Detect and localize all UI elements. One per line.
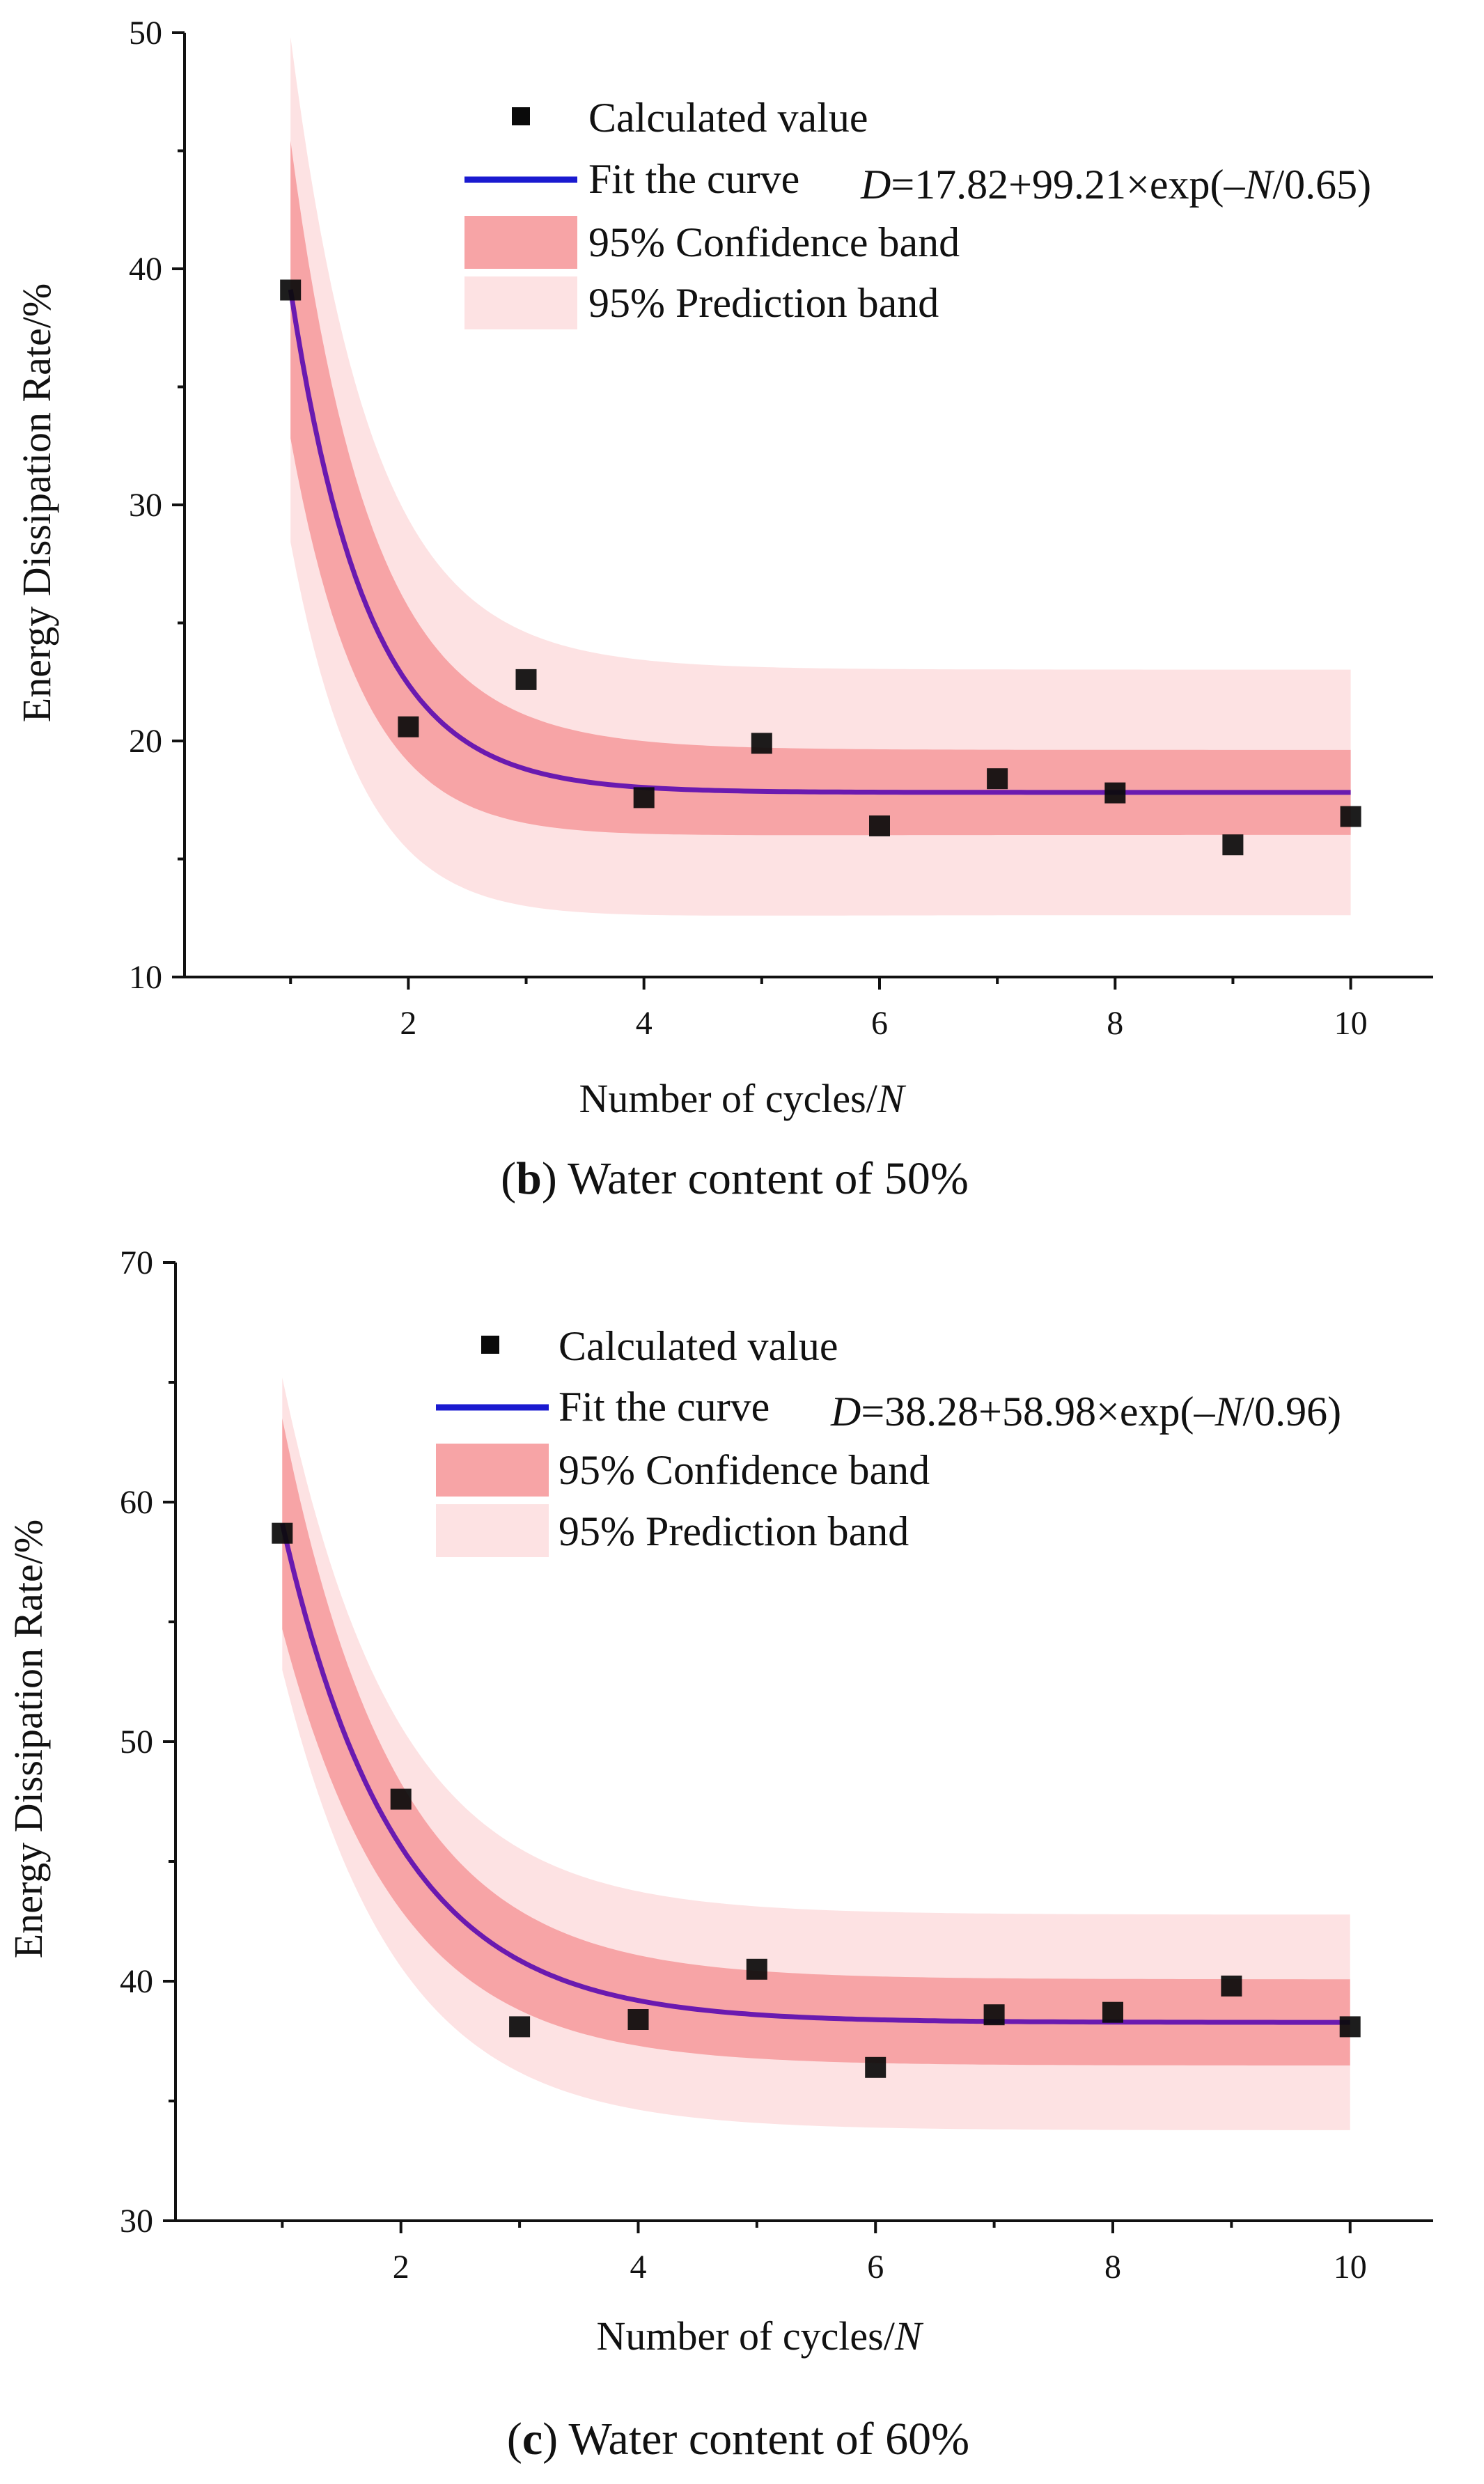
data-point-c-8 bbox=[1102, 2001, 1123, 2023]
legend-c-calculated-label: Calculated value bbox=[559, 1323, 838, 1369]
chart-c-legend: Calculated value Fit the curve D=38.28+5… bbox=[436, 1323, 1341, 1557]
legend-b-fit-label: Fit the curve bbox=[588, 156, 799, 202]
data-point-b-9 bbox=[1222, 834, 1244, 856]
x-tick-label-c-2: 2 bbox=[393, 2249, 409, 2286]
data-point-b-4 bbox=[633, 787, 655, 809]
y-tick-label-c-30: 30 bbox=[120, 2203, 153, 2240]
legend-b-fit-equation: D=17.82+99.21×exp(–N/0.65) bbox=[860, 162, 1371, 208]
figure-panel-b: 10 20 30 40 50 2 4 6 8 10 Energy Dissipation Rate… bbox=[14, 15, 1433, 1204]
y-tick-label-b-30: 30 bbox=[129, 487, 162, 524]
legend-c-confidence-swatch bbox=[436, 1444, 549, 1497]
legend-c-fit-label: Fit the curve bbox=[559, 1384, 770, 1430]
legend-c-prediction-label: 95% Prediction band bbox=[559, 1508, 909, 1554]
legend-b-confidence-label: 95% Confidence band bbox=[588, 219, 960, 265]
y-tick-label-b-20: 20 bbox=[129, 723, 162, 760]
x-tick-label-b-10: 10 bbox=[1334, 1005, 1368, 1042]
fit-curve-b bbox=[288, 289, 1351, 795]
y-tick-label-c-40: 40 bbox=[120, 1963, 153, 2000]
confidence-band-c bbox=[282, 1418, 1350, 2065]
y-tick-label-c-70: 70 bbox=[120, 1244, 153, 1281]
figure-panel-c: 30 40 50 60 70 2 4 6 8 10 Energy Dissipation Rate… bbox=[0, 1242, 1484, 2484]
y-tick-label-b-50: 50 bbox=[129, 15, 162, 52]
x-tick-label-b-6: 6 bbox=[871, 1005, 888, 1042]
legend-c-prediction-swatch bbox=[436, 1504, 549, 1557]
x-tick-label-b-4: 4 bbox=[636, 1005, 653, 1042]
x-tick-label-c-8: 8 bbox=[1104, 2249, 1121, 2286]
data-point-b-7 bbox=[987, 768, 1008, 790]
x-tick-label-c-10: 10 bbox=[1334, 2249, 1367, 2286]
legend-b-prediction-label: 95% Prediction band bbox=[588, 280, 939, 326]
chart-c-y-axis-title: Energy Dissipation Rate/% bbox=[6, 1520, 51, 1958]
legend-b-confidence-swatch bbox=[464, 216, 577, 269]
x-tick-label-c-4: 4 bbox=[630, 2249, 646, 2286]
chart-b-fitline bbox=[288, 289, 1351, 795]
legend-b-calculated-marker bbox=[512, 107, 530, 125]
figure-b-caption: (b) Water content of 50% bbox=[501, 1153, 969, 1204]
chart-b-y-axis-title: Energy Dissipation Rate/% bbox=[14, 283, 59, 722]
data-point-c-9 bbox=[1221, 1975, 1242, 1997]
data-point-c-5 bbox=[746, 1958, 767, 1980]
data-point-b-6 bbox=[869, 815, 890, 836]
data-point-b-10 bbox=[1340, 806, 1361, 827]
y-tick-label-b-10: 10 bbox=[129, 959, 162, 996]
x-tick-label-b-2: 2 bbox=[400, 1005, 416, 1042]
chart-b-points bbox=[280, 279, 1361, 856]
fit-curve-c bbox=[279, 1523, 1350, 2025]
y-tick-label-b-40: 40 bbox=[129, 251, 162, 288]
data-point-b-2 bbox=[398, 716, 419, 737]
data-point-c-6 bbox=[865, 2056, 887, 2078]
chart-b-svg: 10 20 30 40 50 2 4 6 8 10 Energy Dissipation Rate… bbox=[14, 15, 1433, 1204]
x-tick-label-c-6: 6 bbox=[867, 2249, 884, 2286]
chart-c-x-axis-title: Number of cycles/N bbox=[596, 2313, 923, 2359]
chart-c-bands bbox=[282, 1377, 1350, 2130]
y-tick-label-c-60: 60 bbox=[120, 1484, 153, 1521]
data-point-b-1 bbox=[280, 279, 302, 301]
chart-c-svg: 30 40 50 60 70 2 4 6 8 10 Energy Dissipation Rate… bbox=[6, 1244, 1433, 2465]
figure-c-caption: (c) Water content of 60% bbox=[507, 2414, 969, 2465]
legend-c-calculated-marker bbox=[481, 1336, 499, 1354]
data-point-c-3 bbox=[509, 2016, 531, 2038]
data-point-c-2 bbox=[390, 1788, 412, 1810]
data-point-b-5 bbox=[751, 733, 772, 754]
y-tick-label-c-50: 50 bbox=[120, 1724, 153, 1760]
legend-c-fit-equation: D=38.28+58.98×exp(–N/0.96) bbox=[830, 1389, 1341, 1435]
legend-c-confidence-label: 95% Confidence band bbox=[559, 1447, 930, 1493]
chart-c-ticks: 30 40 50 60 70 2 4 6 8 10 bbox=[120, 1244, 1367, 2286]
chart-c-fitline bbox=[279, 1523, 1350, 2025]
data-point-c-4 bbox=[627, 2009, 649, 2030]
data-point-c-7 bbox=[983, 2004, 1005, 2026]
chart-b-ticks: 10 20 30 40 50 2 4 6 8 10 bbox=[129, 15, 1368, 1042]
data-point-b-8 bbox=[1104, 782, 1126, 804]
chart-b-x-axis-title: Number of cycles/N bbox=[579, 1076, 906, 1121]
legend-b-prediction-swatch bbox=[464, 276, 577, 329]
data-point-b-3 bbox=[515, 669, 537, 690]
prediction-band-b bbox=[290, 37, 1351, 916]
chart-b-bands bbox=[290, 37, 1351, 916]
x-tick-label-b-8: 8 bbox=[1107, 1005, 1123, 1042]
legend-b-calculated-label: Calculated value bbox=[588, 95, 868, 141]
data-point-c-10 bbox=[1339, 2016, 1361, 2038]
chart-c-points bbox=[272, 1522, 1361, 2078]
chart-b-legend: Calculated value Fit the curve D=17.82+9… bbox=[464, 95, 1371, 329]
confidence-band-b bbox=[290, 141, 1351, 836]
data-point-c-1 bbox=[272, 1522, 293, 1544]
